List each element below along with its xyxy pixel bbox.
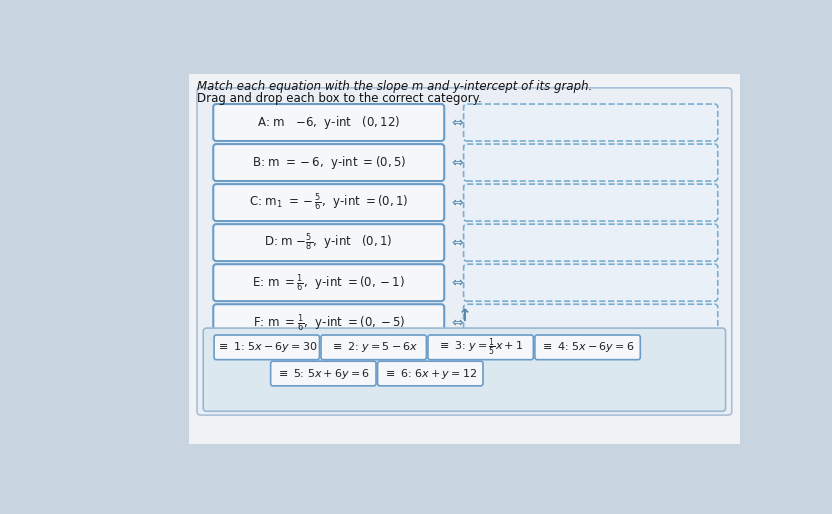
FancyBboxPatch shape (213, 224, 444, 261)
FancyBboxPatch shape (463, 184, 718, 221)
FancyBboxPatch shape (463, 304, 718, 341)
FancyBboxPatch shape (428, 335, 533, 360)
FancyBboxPatch shape (189, 74, 740, 444)
Text: $\equiv$ 5: $5x + 6y = 6$: $\equiv$ 5: $5x + 6y = 6$ (276, 366, 370, 380)
FancyBboxPatch shape (463, 224, 718, 261)
Text: A: m   $-6$,  y-int   $(0, 12)$: A: m $-6$, y-int $(0, 12)$ (257, 114, 400, 131)
FancyBboxPatch shape (213, 184, 444, 221)
Text: E: m $= \frac{1}{6}$,  y-int $= (0, -1)$: E: m $= \frac{1}{6}$, y-int $= (0, -1)$ (252, 272, 405, 293)
Text: $\equiv$ 4: $5x - 6y = 6$: $\equiv$ 4: $5x - 6y = 6$ (540, 340, 635, 354)
FancyBboxPatch shape (203, 328, 726, 411)
FancyBboxPatch shape (463, 144, 718, 181)
Text: F: m $= \frac{1}{6}$,  y-int $= (0, -5)$: F: m $= \frac{1}{6}$, y-int $= (0, -5)$ (253, 312, 405, 334)
FancyBboxPatch shape (463, 264, 718, 301)
Text: ⇔: ⇔ (451, 116, 463, 130)
FancyBboxPatch shape (214, 335, 319, 360)
Text: $\equiv$ 6: $6x + y = 12$: $\equiv$ 6: $6x + y = 12$ (384, 366, 478, 380)
FancyBboxPatch shape (535, 335, 641, 360)
Text: ⇔: ⇔ (451, 316, 463, 329)
Text: Drag and drop each box to the correct category.: Drag and drop each box to the correct ca… (197, 93, 482, 105)
FancyBboxPatch shape (463, 104, 718, 141)
Text: $\equiv$ 1: $5x - 6y = 30$: $\equiv$ 1: $5x - 6y = 30$ (216, 340, 318, 354)
FancyBboxPatch shape (378, 361, 483, 386)
Text: Match each equation with the slope m and y-intercept of its graph.: Match each equation with the slope m and… (197, 80, 592, 93)
FancyBboxPatch shape (213, 104, 444, 141)
Text: B: m $= -6$,  y-int $= (0, 5)$: B: m $= -6$, y-int $= (0, 5)$ (251, 154, 406, 171)
FancyBboxPatch shape (270, 361, 376, 386)
Text: D: m $- \frac{5}{8}$,  y-int   $(0, 1)$: D: m $- \frac{5}{8}$, y-int $(0, 1)$ (265, 232, 393, 253)
FancyBboxPatch shape (213, 144, 444, 181)
Text: ⇔: ⇔ (451, 276, 463, 290)
Text: $\equiv$ 3: $y = \frac{1}{5}x + 1$: $\equiv$ 3: $y = \frac{1}{5}x + 1$ (438, 337, 524, 358)
FancyBboxPatch shape (213, 304, 444, 341)
Text: C: m$_1$ $= -\frac{5}{6}$,  y-int $= (0, 1)$: C: m$_1$ $= -\frac{5}{6}$, y-int $= (0, … (249, 192, 409, 213)
FancyBboxPatch shape (321, 335, 427, 360)
Text: ⇔: ⇔ (451, 196, 463, 210)
Text: ↑: ↑ (458, 307, 471, 325)
FancyBboxPatch shape (197, 88, 732, 415)
Text: $\equiv$ 2: $y = 5 - 6x$: $\equiv$ 2: $y = 5 - 6x$ (329, 340, 418, 354)
Text: ⇔: ⇔ (451, 156, 463, 170)
FancyBboxPatch shape (213, 264, 444, 301)
Text: ⇔: ⇔ (451, 235, 463, 250)
